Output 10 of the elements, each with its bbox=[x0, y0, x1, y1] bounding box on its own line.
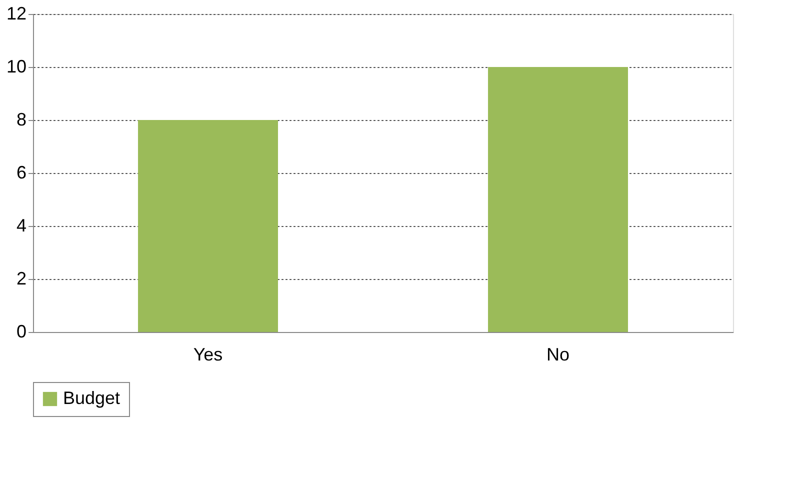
y-tick-label: 6 bbox=[16, 162, 26, 182]
y-tick-label: 0 bbox=[16, 322, 26, 342]
y-tick-label: 12 bbox=[6, 4, 26, 24]
y-tick-label: 10 bbox=[6, 56, 26, 76]
legend-label: Budget bbox=[63, 388, 120, 408]
y-tick-label: 2 bbox=[16, 268, 26, 288]
x-tick-label: Yes bbox=[193, 344, 223, 364]
x-tick-label: No bbox=[546, 344, 570, 364]
y-tick-label: 8 bbox=[16, 110, 26, 130]
y-tick-label: 4 bbox=[16, 216, 26, 236]
